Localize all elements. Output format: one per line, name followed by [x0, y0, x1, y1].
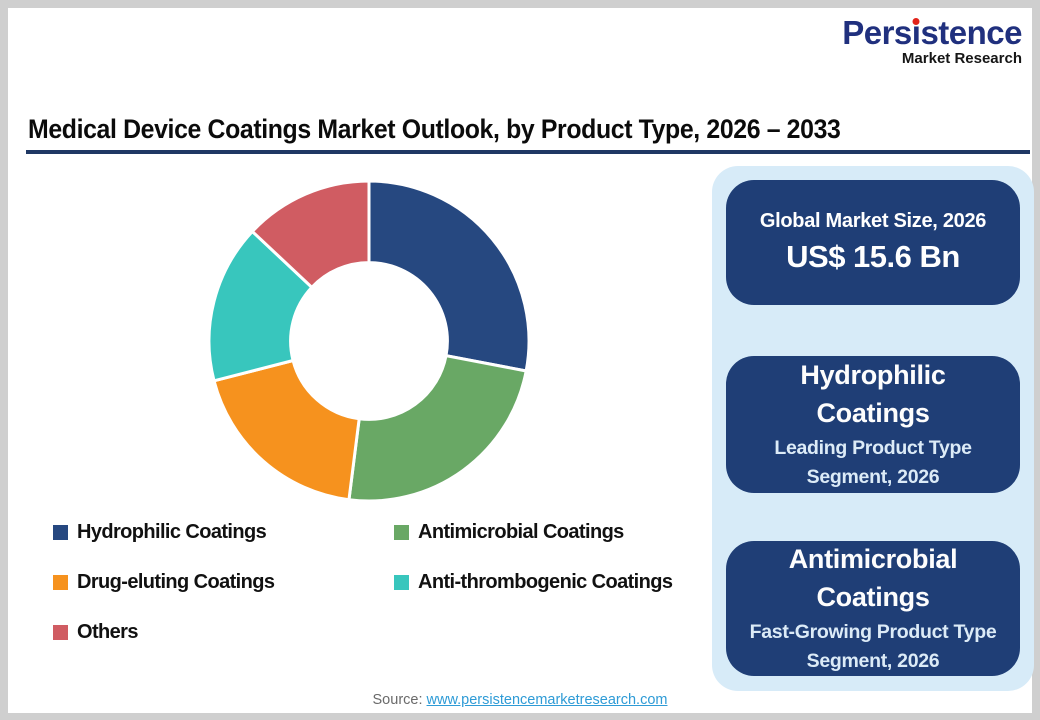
- leading-segment-card-title: Hydrophilic Coatings: [800, 360, 946, 428]
- legend-item-antimicrobial-coatings: Antimicrobial Coatings: [394, 521, 713, 544]
- legend-item-drug-eluting-coatings: Drug-eluting Coatings: [53, 571, 394, 594]
- logo-brand-post: stence: [920, 14, 1022, 51]
- donut-segment-drug-eluting-coatings: [212, 358, 361, 502]
- source-line: Source: www.persistencemarketresearch.co…: [8, 692, 1032, 708]
- legend-swatch-icon: [53, 525, 68, 540]
- infographic-canvas: Persıstence Market Research Medical Devi…: [8, 8, 1034, 713]
- leading-segment-card: Hydrophilic Coatings Leading Product Typ…: [726, 356, 1020, 493]
- logo-brand-pre: Pers: [842, 14, 912, 51]
- market-size-card-value: US$ 15.6 Bn: [786, 239, 960, 274]
- source-label: Source:: [372, 692, 423, 708]
- market-size-card-title: Global Market Size, 2026: [759, 210, 987, 232]
- legend-swatch-icon: [53, 575, 68, 590]
- logo-brand-i: ı: [911, 14, 921, 51]
- donut-segment-anti-thrombogenic-coatings: [207, 229, 314, 383]
- title-underline: [26, 150, 1030, 154]
- legend-item-anti-thrombogenic-coatings: Anti-thrombogenic Coatings: [394, 571, 713, 594]
- legend-label: Anti-thrombogenic Coatings: [418, 571, 673, 593]
- donut-segment-antimicrobial-coatings: [347, 353, 528, 503]
- legend-label: Others: [77, 621, 138, 643]
- source-link[interactable]: www.persistencemarketresearch.com: [426, 692, 668, 708]
- donut-chart: [207, 179, 531, 503]
- logo-brand-text: Persıstence: [842, 16, 1022, 49]
- chart-legend: Hydrophilic Coatings Antimicrobial Coatin…: [53, 521, 713, 644]
- legend-swatch-icon: [394, 525, 409, 540]
- persistence-market-research-logo: Persıstence Market Research: [842, 16, 1022, 66]
- page-title: Medical Device Coatings Market Outlook, …: [28, 114, 841, 144]
- legend-item-hydrophilic-coatings: Hydrophilic Coatings: [53, 521, 394, 544]
- leading-segment-card-subtitle: Leading Product Type Segment, 2026: [774, 436, 972, 488]
- donut-segment-others: [250, 179, 371, 290]
- fast-growing-segment-card-subtitle: Fast-Growing Product Type Segment, 2026: [749, 620, 997, 672]
- legend-label: Antimicrobial Coatings: [418, 521, 624, 543]
- fast-growing-segment-card: Antimicrobial Coatings Fast-Growing Prod…: [726, 541, 1020, 676]
- legend-swatch-icon: [394, 575, 409, 590]
- logo-tagline: Market Research: [901, 50, 1022, 67]
- logo-red-dot-i: ı: [912, 16, 921, 49]
- fast-growing-segment-card-title: Antimicrobial Coatings: [788, 544, 958, 612]
- donut-segment-hydrophilic-coatings: [367, 179, 531, 373]
- legend-label: Drug-eluting Coatings: [77, 571, 275, 593]
- market-size-card: Global Market Size, 2026 US$ 15.6 Bn: [726, 180, 1020, 305]
- legend-label: Hydrophilic Coatings: [77, 521, 267, 543]
- highlights-panel: Global Market Size, 2026 US$ 15.6 Bn Hyd…: [712, 166, 1034, 691]
- legend-item-others: Others: [53, 621, 394, 644]
- legend-swatch-icon: [53, 625, 68, 640]
